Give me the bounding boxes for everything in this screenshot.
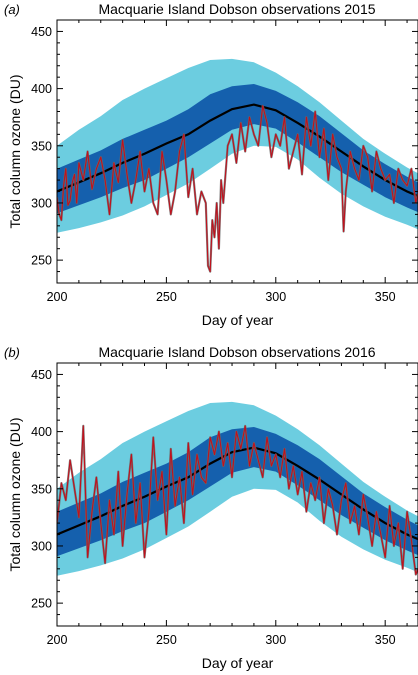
chart-title: Macquarie Island Dobson observations 201…	[98, 1, 375, 17]
chart-title: Macquarie Island Dobson observations 201…	[98, 344, 375, 360]
observations-line	[57, 105, 418, 273]
climatology-mean-line	[57, 103, 418, 198]
inner-percentile-band	[57, 84, 418, 214]
plot-area	[57, 401, 418, 576]
y-tick-label: 350	[31, 482, 52, 496]
x-tick-label: 300	[265, 633, 286, 647]
y-axis-label: Total column ozone (DU)	[7, 417, 23, 571]
y-tick-label: 400	[31, 425, 52, 439]
x-axis-label: Day of year	[202, 312, 274, 328]
chart-panel-b: 200 250 300 350 250 300 350 400 450 Macquarie Isl…	[4, 344, 418, 671]
observations-line	[57, 425, 418, 576]
y-tick-label: 250	[31, 597, 52, 611]
x-tick-label: 350	[375, 633, 396, 647]
x-tick-label: 200	[47, 633, 68, 647]
y-tick-label: 300	[31, 539, 52, 553]
y-tick-label: 450	[31, 25, 52, 39]
y-axis-label: Total column ozone (DU)	[7, 74, 23, 228]
plot-frame	[56, 362, 418, 627]
chart-panel-a: 200 250 300 350 250 300 350 400 450 Macquarie Isl…	[4, 1, 418, 328]
y-tick-label: 300	[31, 196, 52, 210]
x-tick-label: 300	[265, 290, 286, 304]
x-axis-label: Day of year	[202, 655, 274, 671]
plot-area	[57, 58, 418, 273]
plot-frame	[56, 19, 418, 284]
x-tick-label: 250	[156, 633, 177, 647]
y-tick-label: 450	[31, 368, 52, 382]
x-tick-label: 350	[375, 290, 396, 304]
panel-label: (a)	[4, 2, 20, 17]
x-tick-label: 200	[47, 290, 68, 304]
panel-label: (b)	[4, 345, 20, 360]
y-tick-label: 400	[31, 82, 52, 96]
x-tick-label: 250	[156, 290, 177, 304]
y-tick-label: 350	[31, 139, 52, 153]
y-tick-label: 250	[31, 254, 52, 268]
